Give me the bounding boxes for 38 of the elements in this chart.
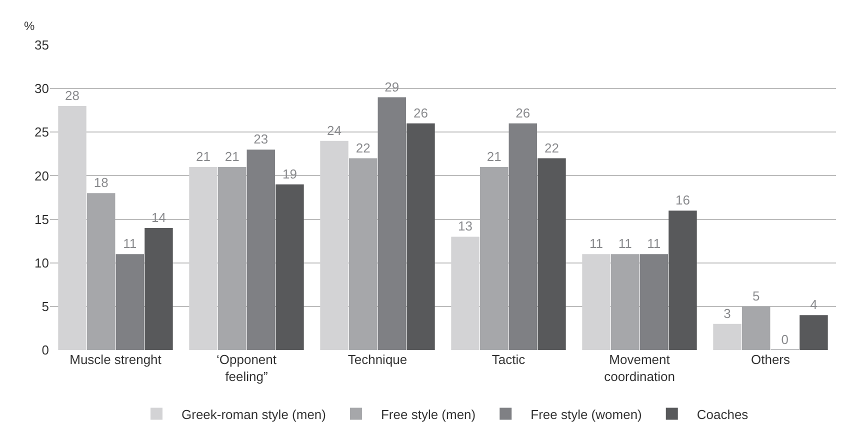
data-label: 21	[224, 149, 240, 164]
data-label: 0	[781, 332, 789, 347]
y-tick-label: 0	[42, 342, 49, 358]
y-tick-label: 25	[34, 124, 49, 140]
x-tick-label: Movement coordination	[604, 352, 675, 384]
data-label: 23	[254, 132, 268, 147]
x-tick-label: ‘Opponent feeling”	[216, 352, 277, 384]
y-tick-label: 10	[34, 255, 49, 270]
legend-label: Coaches	[696, 406, 749, 422]
y-axis-title: %	[24, 19, 35, 33]
data-label: 22	[544, 140, 559, 156]
x-tick-label: Muscle strenght	[70, 352, 162, 367]
y-tick-label: 35	[34, 38, 49, 53]
data-label: 26	[413, 105, 428, 120]
data-label: 22	[356, 140, 370, 156]
data-label: 11	[647, 236, 661, 252]
data-label: 26	[516, 105, 530, 120]
legend-label: Free style (men)	[380, 406, 476, 422]
x-tick-label: Tactic	[492, 352, 526, 367]
legend-label: Free style (women)	[530, 406, 642, 422]
y-tick-label: 5	[42, 298, 49, 314]
y-tick-label: 15	[34, 212, 49, 227]
data-label: 11	[618, 236, 632, 252]
data-label: 11	[590, 236, 604, 252]
x-tick-label: Technique	[348, 352, 408, 367]
legend-label: Greek-roman style (men)	[182, 406, 326, 422]
data-label: 21	[486, 149, 502, 164]
data-label: 11	[123, 236, 137, 252]
data-label: 28	[65, 88, 80, 103]
y-tick-label: 20	[34, 168, 49, 184]
data-label: 13	[458, 218, 473, 234]
data-label: 5	[752, 288, 760, 304]
data-label: 18	[94, 175, 108, 190]
y-tick-label: 30	[34, 81, 49, 96]
data-label: 16	[675, 192, 690, 208]
data-label: 21	[196, 149, 211, 164]
x-tick-label: Others	[750, 352, 791, 367]
data-label: 3	[724, 306, 731, 321]
